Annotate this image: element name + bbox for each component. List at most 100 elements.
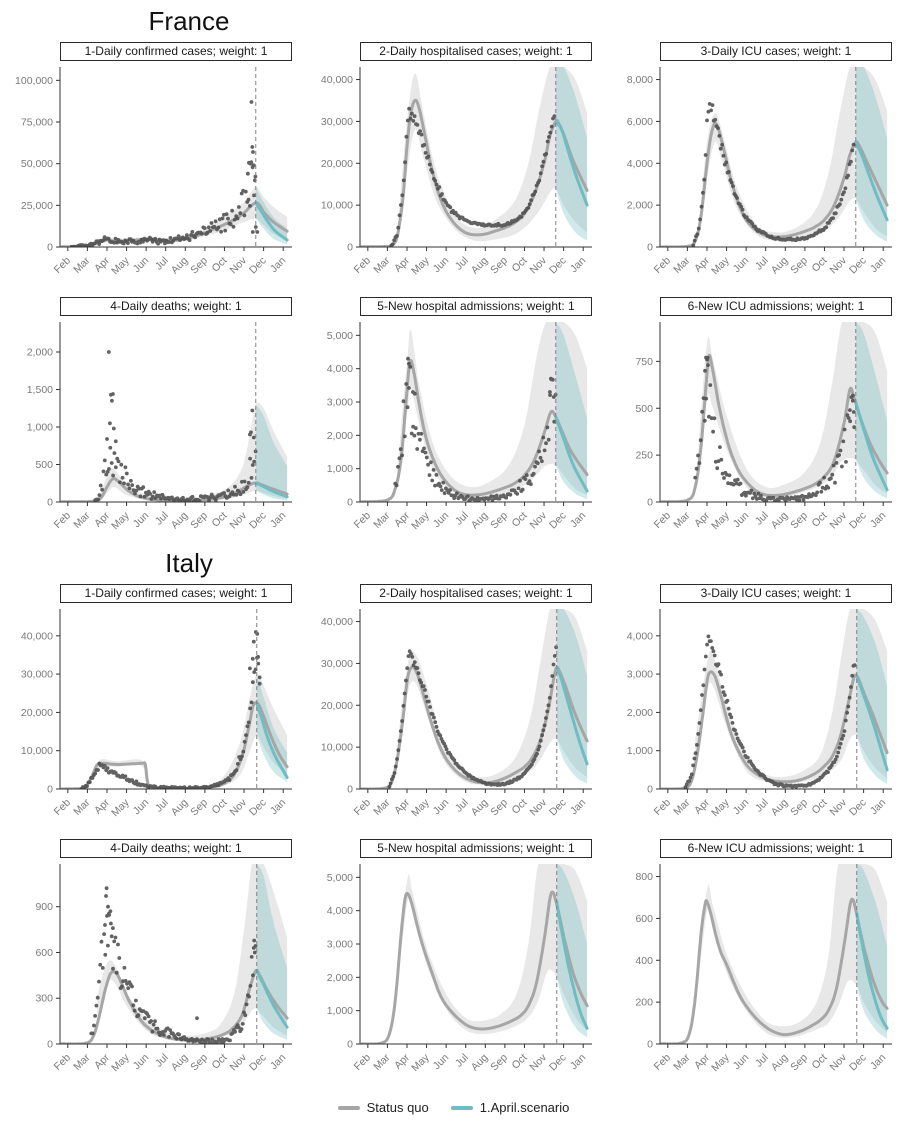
panel-france-6: 6-New ICU admissions; weight: 1 0 250 500 75… bbox=[610, 297, 897, 546]
uncertainty-ribbon-status-quo bbox=[695, 864, 888, 1038]
svg-text:0: 0 bbox=[47, 497, 53, 509]
panel-title: 4-Daily deaths; weight: 1 bbox=[110, 841, 242, 855]
plot-area bbox=[60, 864, 289, 1044]
svg-text:Feb: Feb bbox=[352, 510, 373, 531]
svg-text:Dec: Dec bbox=[847, 1052, 869, 1074]
svg-text:Mar: Mar bbox=[671, 509, 693, 531]
panel-france-1: 1-Daily confirmed cases; weight: 1 0 25,00… bbox=[10, 42, 297, 291]
svg-text:2,000: 2,000 bbox=[627, 200, 653, 212]
svg-text:Apr: Apr bbox=[692, 254, 712, 274]
uncertainty-ribbon-scenario bbox=[556, 864, 588, 1038]
april-scenario-line bbox=[254, 201, 289, 242]
svg-text:4,000: 4,000 bbox=[627, 158, 653, 170]
april-scenario-line bbox=[255, 969, 289, 1029]
panel-france-2: 2-Daily hospitalised cases; weight: 1 0 10… bbox=[310, 42, 597, 291]
svg-text:Apr: Apr bbox=[392, 796, 412, 816]
svg-text:Jul: Jul bbox=[153, 1052, 171, 1070]
uncertainty-ribbon-scenario bbox=[855, 322, 888, 499]
svg-text:Jul: Jul bbox=[753, 1052, 771, 1070]
plot-area bbox=[660, 322, 889, 502]
svg-text:Jul: Jul bbox=[453, 797, 471, 815]
svg-text:Nov: Nov bbox=[527, 796, 549, 818]
uncertainty-ribbon-status-quo bbox=[397, 322, 588, 499]
april-scenario-line bbox=[254, 481, 289, 499]
svg-text:4,000: 4,000 bbox=[327, 363, 353, 375]
svg-text:Mar: Mar bbox=[71, 1051, 93, 1073]
svg-text:Jan: Jan bbox=[268, 255, 289, 276]
svg-text:Nov: Nov bbox=[227, 509, 249, 531]
svg-text:Feb: Feb bbox=[52, 1052, 73, 1073]
svg-text:Dec: Dec bbox=[547, 510, 569, 532]
uncertainty-ribbon-scenario bbox=[256, 864, 288, 1040]
svg-text:Mar: Mar bbox=[71, 796, 93, 818]
svg-text:750: 750 bbox=[635, 356, 653, 368]
svg-text:Sep: Sep bbox=[188, 797, 210, 819]
svg-text:20,000: 20,000 bbox=[21, 707, 53, 719]
svg-text:Sep: Sep bbox=[488, 510, 510, 532]
svg-text:Jul: Jul bbox=[153, 255, 171, 273]
svg-text:Oct: Oct bbox=[810, 1052, 830, 1072]
uncertainty-ribbon-status-quo bbox=[97, 864, 288, 1042]
svg-text:Dec: Dec bbox=[847, 255, 869, 277]
april-scenario-line bbox=[855, 911, 889, 1030]
svg-text:Jul: Jul bbox=[753, 510, 771, 528]
svg-text:Mar: Mar bbox=[71, 254, 93, 276]
svg-text:May: May bbox=[709, 796, 732, 819]
country-title: France bbox=[148, 6, 230, 36]
axes bbox=[356, 322, 592, 506]
svg-text:Apr: Apr bbox=[692, 796, 712, 816]
svg-text:May: May bbox=[109, 254, 132, 277]
svg-text:3,000: 3,000 bbox=[627, 669, 653, 681]
svg-text:May: May bbox=[409, 796, 432, 819]
svg-text:Feb: Feb bbox=[352, 797, 373, 818]
panel-france-5: 5-New hospital admissions; weight: 1 0 1,0… bbox=[310, 297, 597, 546]
plot-area bbox=[360, 609, 589, 789]
svg-text:Apr: Apr bbox=[92, 509, 112, 529]
svg-text:Jun: Jun bbox=[731, 797, 752, 818]
svg-text:Feb: Feb bbox=[652, 255, 673, 276]
svg-text:Jan: Jan bbox=[868, 1052, 889, 1073]
svg-text:10,000: 10,000 bbox=[321, 742, 353, 754]
svg-text:4,000: 4,000 bbox=[627, 630, 653, 642]
svg-text:1,000: 1,000 bbox=[327, 463, 353, 475]
uncertainty-ribbon-scenario bbox=[255, 187, 288, 245]
svg-text:Feb: Feb bbox=[352, 1052, 373, 1073]
svg-text:Jul: Jul bbox=[153, 797, 171, 815]
svg-text:Aug: Aug bbox=[769, 1052, 791, 1074]
svg-text:1,000: 1,000 bbox=[627, 745, 653, 757]
observed-data-dots bbox=[387, 645, 558, 789]
svg-text:Sep: Sep bbox=[188, 510, 210, 532]
svg-text:0: 0 bbox=[347, 784, 353, 796]
svg-text:Jun: Jun bbox=[131, 510, 152, 531]
svg-text:Mar: Mar bbox=[671, 1051, 693, 1073]
legend-item-1: 1.April.scenario bbox=[450, 1100, 569, 1115]
svg-text:10,000: 10,000 bbox=[321, 200, 353, 212]
svg-text:Sep: Sep bbox=[788, 255, 810, 277]
svg-text:Aug: Aug bbox=[769, 797, 791, 819]
svg-text:Apr: Apr bbox=[92, 254, 112, 274]
svg-text:Jan: Jan bbox=[868, 255, 889, 276]
svg-text:0: 0 bbox=[647, 242, 653, 254]
svg-text:Aug: Aug bbox=[169, 797, 191, 819]
observed-data-dots bbox=[393, 356, 558, 502]
svg-text:Jul: Jul bbox=[153, 510, 171, 528]
axes bbox=[656, 609, 892, 793]
svg-text:May: May bbox=[709, 254, 732, 277]
observed-data-dots bbox=[89, 886, 258, 1044]
axes bbox=[656, 67, 892, 251]
svg-text:0: 0 bbox=[47, 784, 53, 796]
plot-area bbox=[660, 67, 889, 247]
legend-swatch-icon bbox=[450, 1105, 473, 1110]
uncertainty-ribbon-scenario bbox=[555, 322, 588, 500]
axes bbox=[56, 322, 292, 506]
svg-text:25,000: 25,000 bbox=[21, 200, 53, 212]
svg-text:Oct: Oct bbox=[810, 510, 830, 530]
panel-title: 5-New hospital admissions; weight: 1 bbox=[377, 299, 575, 313]
observed-data-dots bbox=[683, 634, 857, 789]
svg-text:40,000: 40,000 bbox=[321, 74, 353, 86]
april-scenario-line bbox=[855, 674, 889, 772]
observed-data-dots bbox=[93, 350, 258, 502]
